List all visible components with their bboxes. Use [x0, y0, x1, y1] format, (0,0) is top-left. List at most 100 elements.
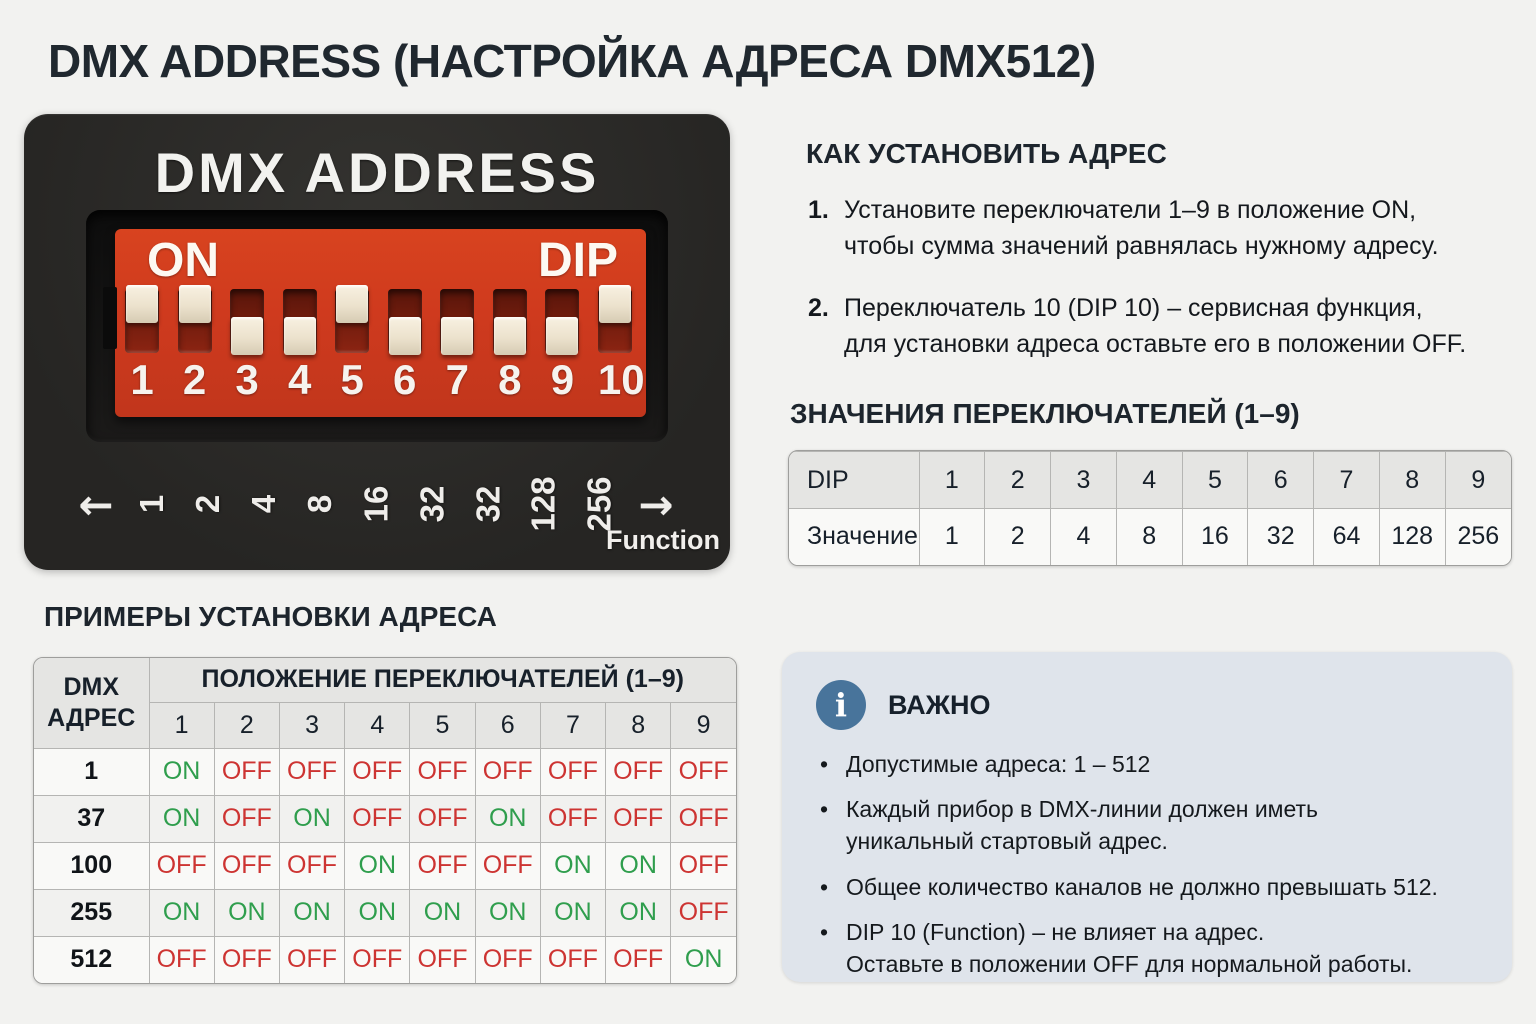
values-table-dip: 6 [1247, 451, 1315, 509]
values-table-dip: 8 [1378, 451, 1446, 509]
dip-switch-knob [546, 317, 579, 355]
switch-state-cell: ON [148, 888, 215, 937]
examples-table: DMX АДРЕС ПОЛОЖЕНИЕ ПЕРЕКЛЮЧАТЕЛЕЙ (1–9)… [33, 657, 737, 984]
switch-state-cell: OFF [605, 747, 672, 796]
dip-value-cell: 32 [460, 485, 516, 523]
howto-list: 1. Установите переключатели 1–9 в положе… [808, 192, 1524, 388]
important-item: • Допустимые адреса: 1 – 512 [816, 748, 1478, 780]
dip-value-label-5: 16 [357, 485, 394, 523]
values-table-dip: 9 [1444, 451, 1511, 509]
values-table-dip: 7 [1313, 451, 1380, 509]
dip-switch-knob [441, 317, 474, 355]
switch-state-cell: OFF [670, 747, 736, 796]
switch-state-cell: OFF [409, 935, 476, 983]
switch-state-cell: ON [474, 888, 541, 937]
values-table-value: 16 [1181, 508, 1249, 565]
important-item: • DIP 10 (Function) – не влияет на адрес.… [816, 916, 1478, 980]
dip-switch-knob [231, 317, 264, 355]
switch-state-cell: OFF [539, 794, 607, 843]
dip-switch-number: 4 [287, 356, 312, 403]
dip-switch-8 [492, 289, 527, 355]
dmx-address-cell: 255 [34, 888, 150, 937]
values-table-heading: ЗНАЧЕНИЯ ПЕРЕКЛЮЧАТЕЛЕЙ (1–9) [790, 398, 1300, 429]
dip-value-label-7: 32 [469, 485, 506, 523]
important-item: • Каждый прибор в DMX-линии должен иметь … [816, 793, 1478, 857]
howto-item: 1. Установите переключатели 1–9 в положе… [808, 192, 1524, 264]
switch-state-cell: OFF [148, 841, 215, 890]
dmx-address-cell: 37 [34, 794, 150, 843]
dip-value-cell: 16 [348, 485, 404, 523]
switch-state-cell: OFF [213, 841, 280, 890]
values-table-value-label: Значение [789, 508, 920, 565]
dip-values-row: ← 1 2 4 8 16 32 32 128 256 → [24, 450, 730, 558]
howto-heading: КАК УСТАНОВИТЬ АДРЕС [806, 138, 1167, 169]
switch-state-cell: OFF [670, 888, 736, 937]
dip-switch-number: 2 [182, 356, 207, 403]
examples-dip-header: 7 [539, 701, 607, 748]
switch-state-cell: ON [670, 935, 736, 983]
switch-state-cell: ON [278, 888, 346, 937]
table-row: 1 ON OFF OFF OFF OFF OFF OFF OFF OFF [34, 747, 736, 796]
switch-state-cell: OFF [605, 935, 672, 983]
switch-state-cell: ON [213, 888, 280, 937]
dip-switch-knob [388, 317, 421, 355]
important-item-text: Каждый прибор в DMX-линии должен иметь у… [846, 796, 1319, 855]
page-title: DMX ADDRESS (НАСТРОЙКА АДРЕСА DMX512) [48, 35, 1096, 87]
dip-notch [103, 287, 117, 349]
examples-dip-header: 1 [149, 701, 215, 748]
dip-switch-recess: ON DIP 1 2 3 4 5 6 7 8 9 10 [86, 210, 668, 442]
dip-value-label-6: 32 [413, 485, 450, 523]
switch-state-cell: OFF [148, 935, 215, 983]
dip-value-cell: 1 [124, 485, 180, 523]
device-label: DMX ADDRESS [154, 141, 600, 204]
info-icon: i [816, 680, 866, 730]
dmx-address-cell: 100 [34, 841, 150, 890]
examples-dip-header: 3 [278, 701, 346, 748]
switch-state-cell: ON [605, 888, 672, 937]
dip-switch-7 [440, 289, 475, 355]
bullet-icon: • [820, 796, 829, 823]
values-table-dip: 4 [1115, 451, 1183, 509]
howto-item: 2. Переключатель 10 (DIP 10) – сервисная… [808, 290, 1524, 362]
switch-state-cell: OFF [213, 935, 280, 983]
important-item-text: Общее количество каналов не должно превы… [846, 873, 1438, 900]
switch-state-cell: OFF [474, 935, 541, 983]
bullet-icon: • [820, 873, 829, 900]
dip-value-label-9: 256 [581, 476, 618, 532]
values-table-dip: 1 [918, 451, 986, 509]
dip-switch-5 [335, 285, 370, 353]
dip-switch-knob [178, 285, 211, 323]
switch-state-cell: OFF [474, 841, 541, 890]
dip-value-label-8: 128 [525, 476, 562, 532]
switch-state-cell: OFF [409, 794, 476, 843]
table-row: 37 ON OFF ON OFF OFF ON OFF OFF OFF [34, 794, 736, 843]
dip-switch-number: 7 [445, 356, 469, 403]
on-label: ON [147, 234, 219, 287]
dip-switch-number: 8 [498, 356, 522, 403]
left-arrow-icon: ← [78, 479, 114, 529]
switch-state-cell: ON [474, 794, 541, 843]
switch-state-cell: OFF [409, 747, 476, 796]
switch-state-cell: ON [409, 888, 476, 937]
dip-switch-numbers: 1 2 3 4 5 6 7 8 9 10 [115, 356, 646, 403]
values-table-value: 256 [1444, 508, 1511, 565]
howto-item-number: 2. [808, 294, 829, 322]
dip-switch-knob [126, 285, 158, 323]
switch-state-cell: OFF [278, 747, 346, 796]
important-item-text: DIP 10 (Function) – не влияет на адрес. … [846, 918, 1413, 977]
switch-state-cell: OFF [474, 747, 541, 796]
examples-dip-header: 9 [670, 701, 736, 748]
switch-state-cell: OFF [278, 841, 346, 890]
dip-switch-number: 3 [235, 356, 259, 403]
dip-switch-1 [125, 285, 159, 353]
examples-dip-header: 8 [605, 701, 672, 748]
switch-state-cell: ON [278, 794, 346, 843]
important-list: • Допустимые адреса: 1 – 512 • Каждый приб… [816, 748, 1478, 980]
examples-heading: ПРИМЕРЫ УСТАНОВКИ АДРЕСА [44, 601, 497, 632]
examples-col1-header: DMX АДРЕС [34, 658, 150, 749]
dip-switch-knob [598, 285, 631, 323]
dip-switch-number: 1 [130, 356, 154, 403]
dip-switch-3 [230, 289, 265, 355]
switch-state-cell: OFF [670, 841, 736, 890]
values-table-value: 32 [1247, 508, 1315, 565]
